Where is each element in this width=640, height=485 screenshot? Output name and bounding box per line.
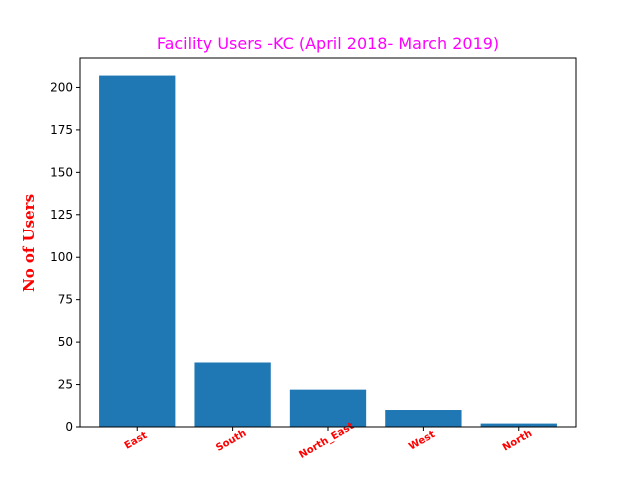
bar-north-east [289, 389, 367, 427]
y-tick-label: 100 [50, 250, 73, 264]
y-tick-label: 125 [50, 208, 73, 222]
bars-group [99, 75, 557, 427]
y-axis-label: No of Users [20, 194, 38, 292]
bar-east [99, 75, 176, 427]
y-axis: 0 25 50 75 100 125 150 175 200 [50, 80, 80, 434]
y-tick-label: 175 [50, 123, 73, 137]
y-tick-label: 50 [58, 335, 73, 349]
y-tick-label: 75 [58, 293, 73, 307]
y-tick-label: 200 [50, 80, 73, 94]
bar-west [385, 410, 462, 427]
y-tick-label: 150 [50, 165, 73, 179]
bar-south [194, 362, 271, 427]
y-tick-label: 0 [65, 420, 73, 434]
plot-frame [79, 57, 577, 428]
bar-north [480, 423, 557, 427]
y-tick-label: 25 [58, 378, 73, 392]
chart-title: Facility Users -KC (April 2018- March 20… [157, 34, 499, 53]
